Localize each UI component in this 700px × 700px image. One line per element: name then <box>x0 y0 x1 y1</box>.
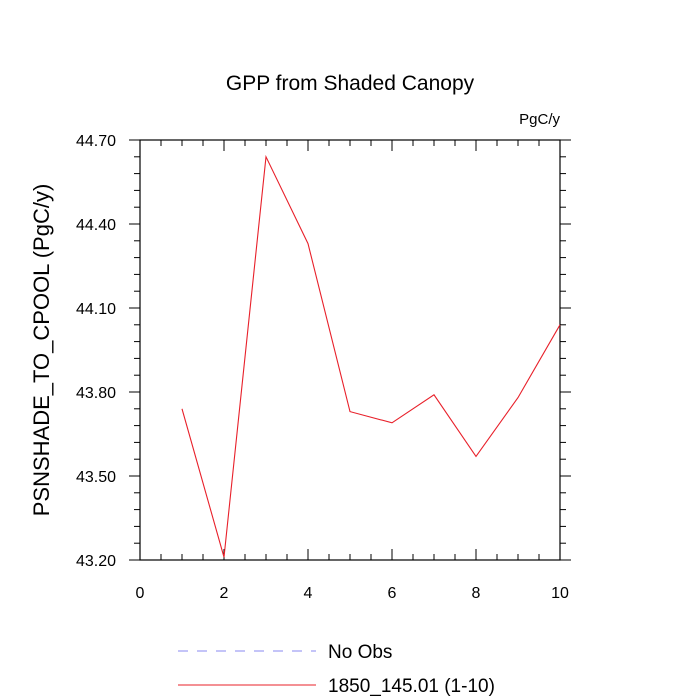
x-tick-label: 0 <box>136 585 145 602</box>
x-axis-ticks: 0 2 4 6 8 10 <box>136 140 569 602</box>
x-tick-label: 6 <box>388 585 397 602</box>
x-tick-label: 4 <box>304 585 313 602</box>
legend-label: 1850_145.01 (1-10) <box>328 676 495 697</box>
y-axis-label: PSNSHADE_TO_CPOOL (PgC/y) <box>29 184 54 517</box>
legend-label: No Obs <box>328 642 392 663</box>
y-tick-label: 44.40 <box>76 217 116 234</box>
plot-frame <box>139 139 561 561</box>
y-tick-label: 44.70 <box>76 133 116 150</box>
x-tick-label: 10 <box>551 585 569 602</box>
y-tick-label: 43.20 <box>76 553 116 570</box>
y-tick-label: 43.80 <box>76 385 116 402</box>
y-tick-label: 43.50 <box>76 469 116 486</box>
legend: No Obs 1850_145.01 (1-10) <box>178 642 495 697</box>
y-tick-label: 44.10 <box>76 301 116 318</box>
chart-title: GPP from Shaded Canopy <box>226 72 475 95</box>
series-layer <box>181 154 561 558</box>
units-label: PgC/y <box>519 111 560 128</box>
y-axis-ticks: 43.20 43.50 43.80 44.10 44.40 44.70 <box>76 133 571 570</box>
x-tick-label: 8 <box>472 585 481 602</box>
series-line <box>181 154 561 558</box>
x-tick-label: 2 <box>220 585 229 602</box>
